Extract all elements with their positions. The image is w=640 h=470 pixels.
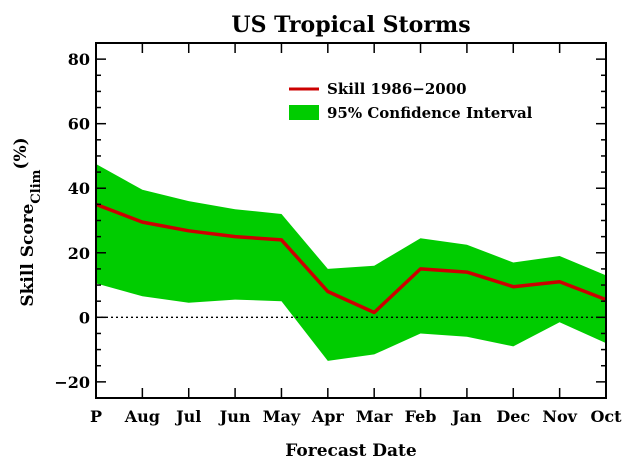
y-tick-label: 80 — [68, 50, 90, 69]
x-tick-label: Jan — [450, 407, 482, 426]
skill-point — [373, 312, 375, 313]
skill-point — [559, 281, 561, 283]
confidence-band — [96, 164, 606, 361]
x-tick-label: Dec — [496, 407, 530, 426]
y-tick-label: −20 — [54, 373, 90, 392]
y-axis-title: Skill ScoreClim(%) — [11, 137, 44, 306]
legend-label-ci: 95% Confidence Interval — [327, 104, 533, 122]
x-tick-label: Jun — [218, 407, 251, 426]
y-axis-title-subscript: Clim — [29, 169, 44, 203]
skill-line — [95, 202, 607, 315]
skill-point — [188, 230, 190, 232]
plot-area: 80 60 40 20 0 −20P Aug Jul Jun May Apr Mar Feb Jan Dec… — [54, 42, 622, 426]
x-axis-title: Forecast Date — [285, 441, 417, 461]
skill-point — [327, 291, 329, 292]
skill-point — [420, 268, 421, 270]
skill-point — [512, 286, 514, 288]
y-tick-label: 60 — [68, 115, 90, 134]
legend-band-swatch — [289, 105, 319, 120]
y-axis-title-unit: (%) — [11, 137, 31, 169]
legend: Skill 1986−2000 95% Confidence Interval — [289, 80, 533, 122]
x-tick-label: Feb — [405, 407, 437, 426]
skill-point — [141, 221, 143, 223]
x-tick-label: Mar — [356, 407, 393, 426]
x-tick-label: Oct — [590, 407, 622, 426]
legend-label-skill: Skill 1986−2000 — [327, 80, 467, 98]
x-tick-label: P — [90, 407, 102, 426]
x-tick-label: May — [263, 407, 301, 426]
x-tick-label: Nov — [542, 407, 577, 426]
y-tick-label: 0 — [79, 308, 90, 327]
skill-point — [281, 239, 282, 241]
x-tick-label: Jul — [174, 407, 201, 426]
skill-point — [234, 236, 236, 238]
x-tick-label: Apr — [311, 407, 345, 426]
y-axis-title-main: Skill Score — [18, 203, 38, 306]
chart-title: US Tropical Storms — [231, 12, 470, 38]
x-tick-label: Aug — [124, 407, 160, 426]
y-tick-label: 20 — [68, 244, 90, 263]
y-tick-label: 40 — [68, 179, 90, 198]
skill-point — [466, 271, 468, 273]
